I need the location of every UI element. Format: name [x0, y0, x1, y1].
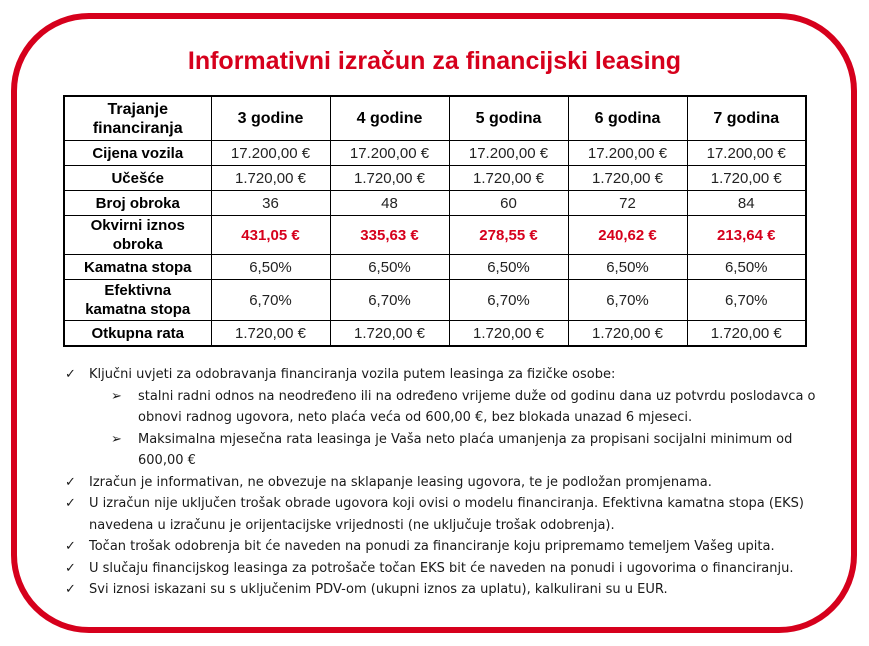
arrowhead-icon: ➢	[111, 388, 122, 404]
table-cell: 6,50%	[686, 254, 807, 280]
table-cell: 6,50%	[448, 254, 569, 280]
row-buyout-installment: Otkupna rata 1.720,00 € 1.720,00 € 1.720…	[63, 320, 807, 347]
checkmark-icon: ✓	[65, 496, 76, 511]
table-cell: 36	[210, 190, 331, 216]
note-text: Svi iznosi iskazani su s uključenim PDV-…	[89, 582, 668, 597]
table-cell: 1.720,00 €	[329, 165, 450, 191]
rounded-red-border	[11, 13, 857, 633]
table-cell: 6,50%	[329, 254, 450, 280]
table-cell: 6,70%	[329, 279, 450, 321]
table-cell: 278,55 €	[448, 215, 569, 255]
row-label: Efektivna kamatna stopa	[63, 279, 212, 321]
checkmark-icon: ✓	[65, 539, 76, 554]
checkmark-icon: ✓	[65, 560, 76, 576]
table-cell: 1.720,00 €	[448, 165, 569, 191]
note-text: U slučaju financijskog leasinga za potro…	[89, 560, 794, 576]
row-vehicle-price: Cijena vozila 17.200,00 € 17.200,00 € 17…	[63, 140, 807, 166]
note-item: ✓ Ključni uvjeti za odobravanja financir…	[63, 364, 819, 386]
table-cell: 6,50%	[210, 254, 331, 280]
row-label: Okvirni iznos obroka	[63, 215, 212, 255]
note-text: stalni radni odnos na neodređeno ili na …	[138, 388, 816, 426]
checkmark-icon: ✓	[65, 474, 76, 490]
terms-notes: ✓ Ključni uvjeti za odobravanja financir…	[63, 364, 819, 601]
table-cell: 6,70%	[448, 279, 569, 321]
row-down-payment: Učešće 1.720,00 € 1.720,00 € 1.720,00 € …	[63, 165, 807, 191]
note-text: Izračun je informativan, ne obvezuje na …	[89, 474, 712, 490]
checkmark-icon: ✓	[65, 582, 76, 597]
note-item: ✓ Točan trošak odobrenja bit će naveden …	[63, 536, 819, 558]
row-label: Broj obroka	[63, 190, 212, 216]
row-label: Učešće	[63, 165, 212, 191]
table-cell: 17.200,00 €	[210, 140, 331, 166]
table-cell: 60	[448, 190, 569, 216]
table-cell: 84	[686, 190, 807, 216]
table-cell: 240,62 €	[567, 215, 688, 255]
table-cell: 1.720,00 €	[210, 165, 331, 191]
table-cell: 17.200,00 €	[686, 140, 807, 166]
table-cell: 1.720,00 €	[686, 165, 807, 191]
table-cell: 1.720,00 €	[567, 165, 688, 191]
row-interest-rate: Kamatna stopa 6,50% 6,50% 6,50% 6,50% 6,…	[63, 254, 807, 280]
note-text: Ključni uvjeti za odobravanja financiran…	[89, 367, 616, 382]
table-cell: 431,05 €	[210, 215, 331, 255]
note-text: U izračun nije uključen trošak obrade ug…	[89, 496, 805, 533]
row-effective-interest-rate: Efektivna kamatna stopa 6,70% 6,70% 6,70…	[63, 279, 807, 321]
note-text: Maksimalna mjesečna rata leasinga je Vaš…	[138, 431, 793, 469]
header-4y: 4 godine	[329, 95, 450, 141]
note-item: ✓ Svi iznosi iskazani su s uključenim PD…	[63, 579, 819, 601]
row-installment-count: Broj obroka 36 48 60 72 84	[63, 190, 807, 216]
note-subitem: ➢ Maksimalna mjesečna rata leasinga je V…	[63, 429, 819, 472]
table-cell: 6,70%	[210, 279, 331, 321]
header-6y: 6 godina	[567, 95, 688, 141]
note-subitem: ➢ stalni radni odnos na neodređeno ili n…	[63, 386, 819, 429]
table-cell: 1.720,00 €	[686, 320, 807, 347]
header-5y: 5 godina	[448, 95, 569, 141]
header-7y: 7 godina	[686, 95, 807, 141]
header-duration: Trajanje financiranja	[63, 95, 212, 141]
table-cell: 6,70%	[567, 279, 688, 321]
table-cell: 17.200,00 €	[448, 140, 569, 166]
note-item: ✓ U slučaju financijskog leasinga za pot…	[63, 558, 819, 580]
table-cell: 48	[329, 190, 450, 216]
arrowhead-icon: ➢	[111, 431, 122, 447]
leasing-table: Trajanje financiranja 3 godine 4 godine …	[63, 95, 807, 347]
table-cell: 335,63 €	[329, 215, 450, 255]
table-cell: 1.720,00 €	[448, 320, 569, 347]
note-text: Točan trošak odobrenja bit će naveden na…	[89, 539, 775, 554]
table-cell: 6,50%	[567, 254, 688, 280]
table-cell: 1.720,00 €	[210, 320, 331, 347]
row-installment-amount: Okvirni iznos obroka 431,05 € 335,63 € 2…	[63, 215, 807, 255]
note-item: ✓ U izračun nije uključen trošak obrade …	[63, 493, 819, 536]
table-cell: 213,64 €	[686, 215, 807, 255]
table-cell: 1.720,00 €	[567, 320, 688, 347]
header-3y: 3 godine	[210, 95, 331, 141]
note-item: ✓ Izračun je informativan, ne obvezuje n…	[63, 472, 819, 494]
row-label: Otkupna rata	[63, 320, 212, 347]
checkmark-icon: ✓	[65, 367, 76, 382]
table-header-row: Trajanje financiranja 3 godine 4 godine …	[63, 95, 807, 141]
table-cell: 6,70%	[686, 279, 807, 321]
page-title: Informativni izračun za financijski leas…	[187, 47, 682, 75]
table-cell: 72	[567, 190, 688, 216]
row-label: Kamatna stopa	[63, 254, 212, 280]
table-cell: 1.720,00 €	[329, 320, 450, 347]
row-label: Cijena vozila	[63, 140, 212, 166]
table-cell: 17.200,00 €	[567, 140, 688, 166]
table-cell: 17.200,00 €	[329, 140, 450, 166]
